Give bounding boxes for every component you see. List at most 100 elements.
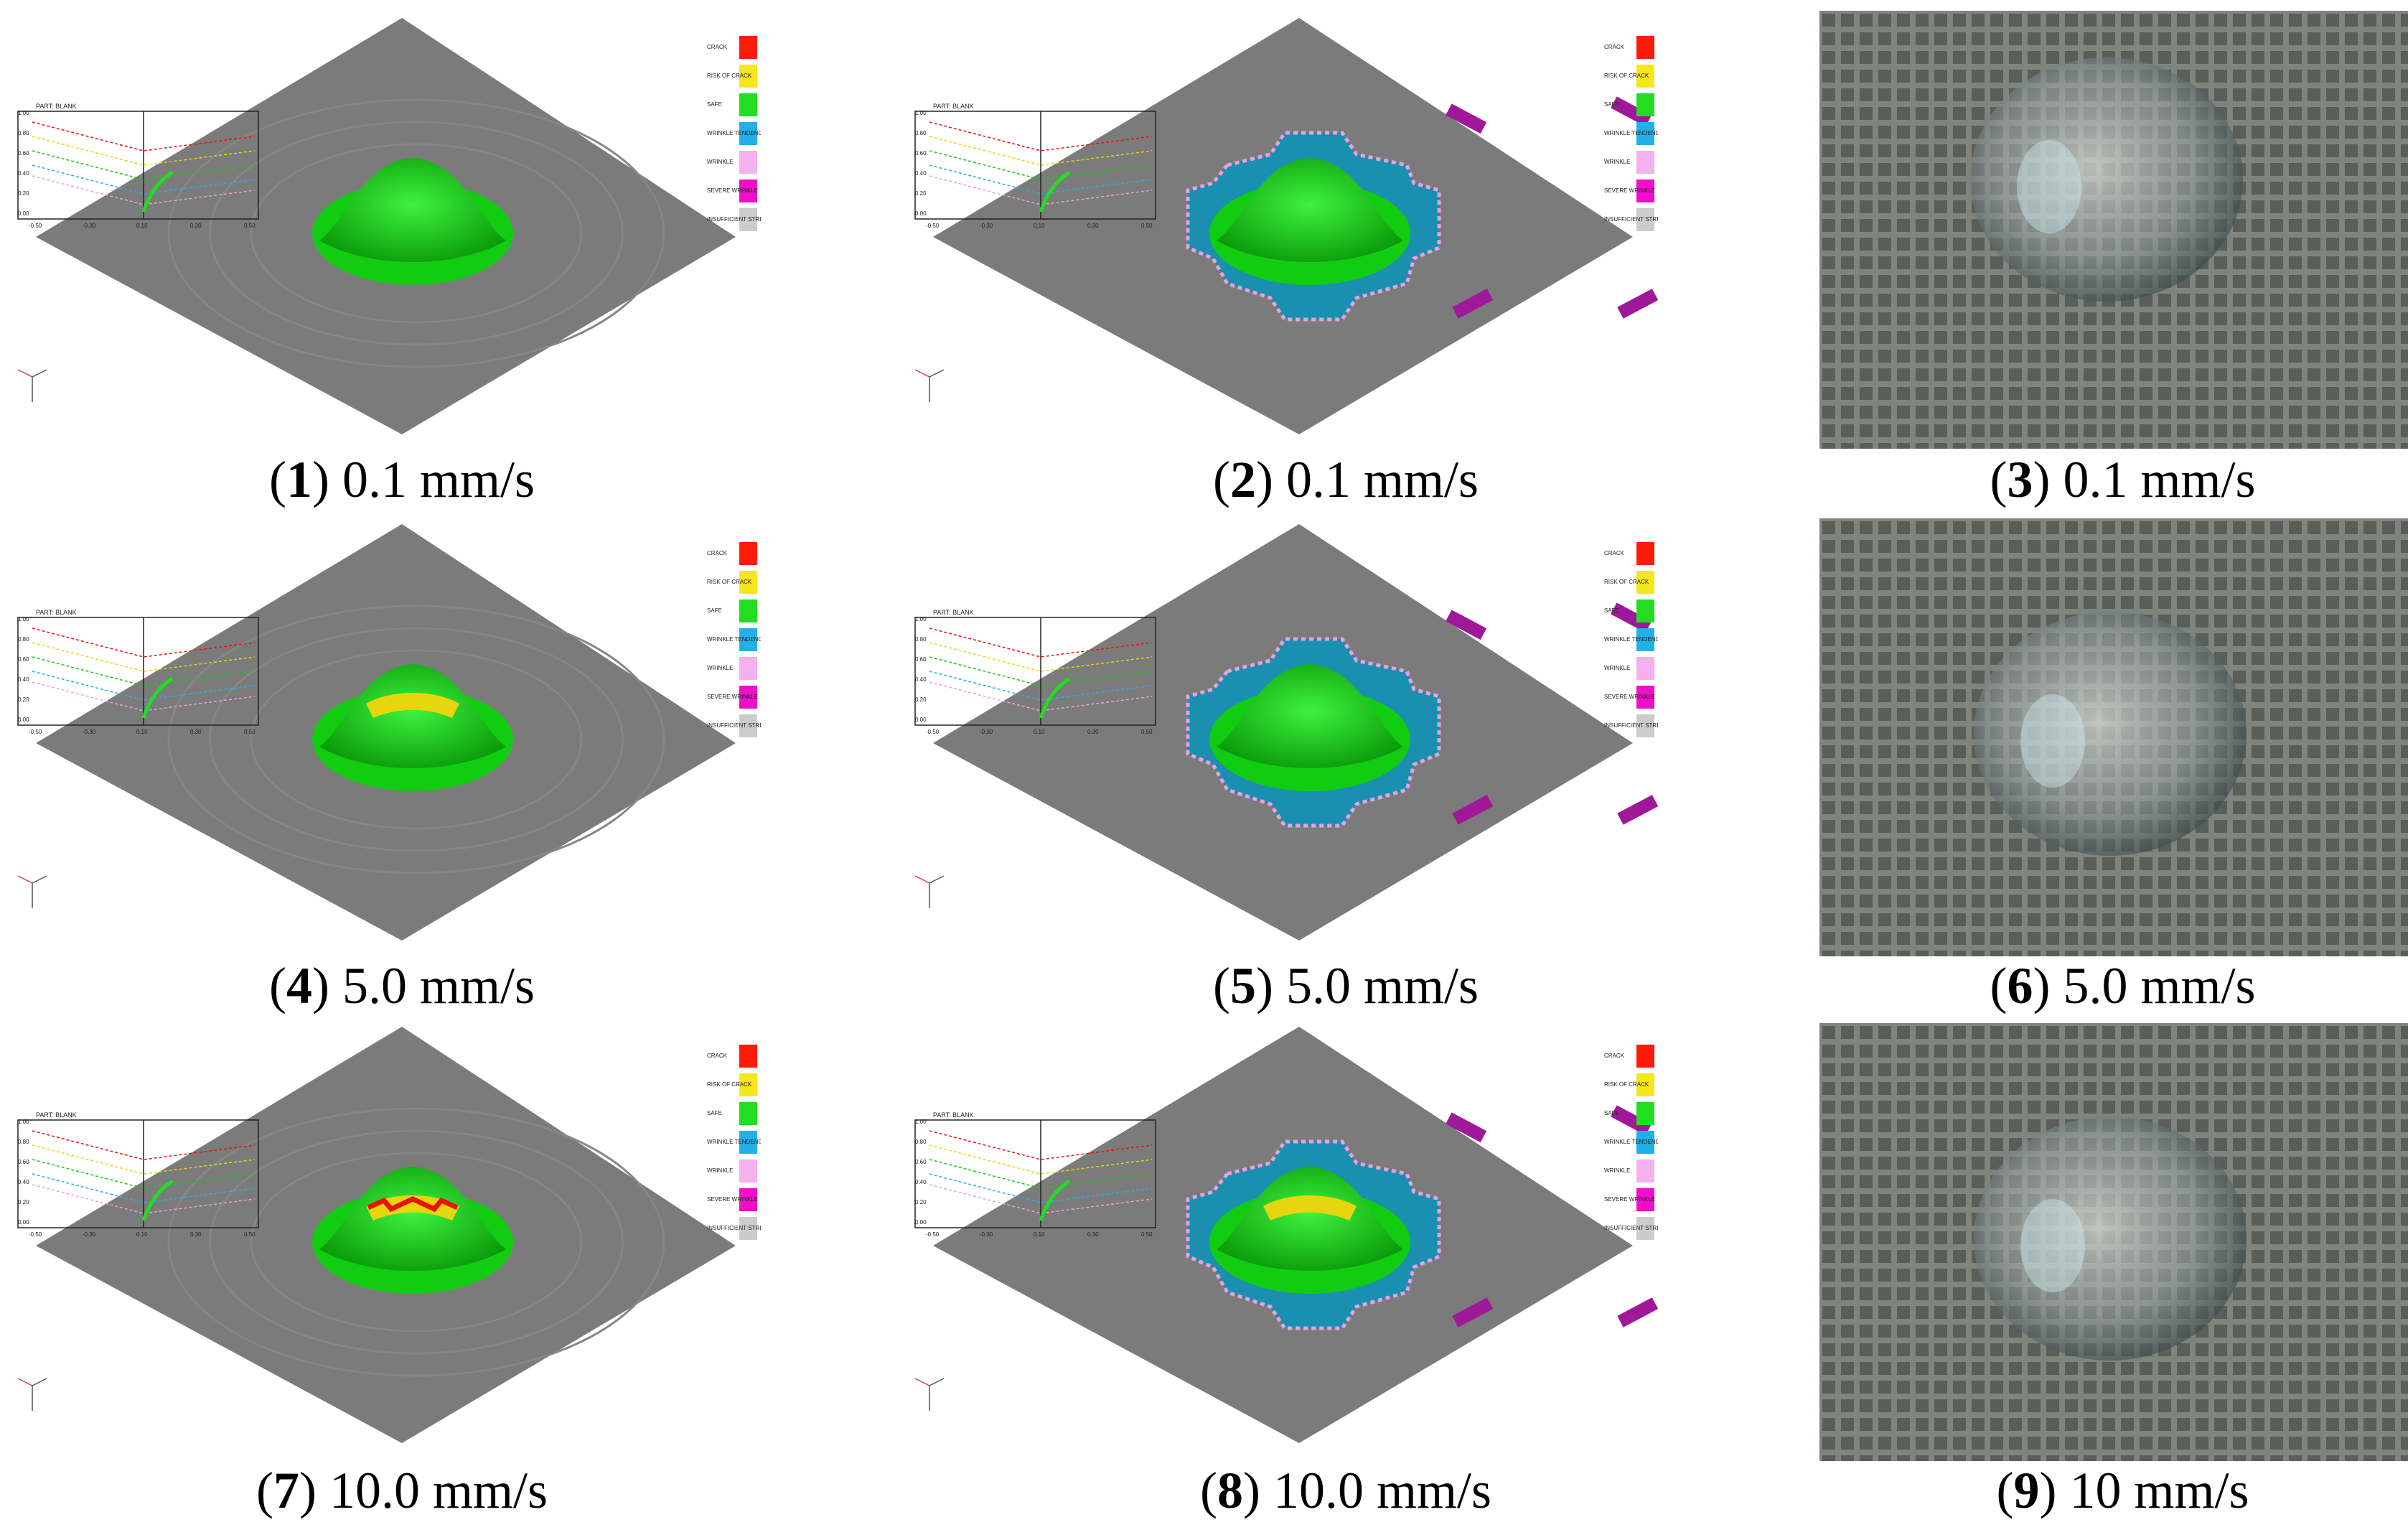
risk-of-crack-band	[1263, 1195, 1357, 1221]
legend-label: RISK OF CRACK	[1604, 579, 1649, 585]
legend-swatch	[1636, 151, 1654, 174]
severe-wrinkle-patch	[1446, 103, 1487, 134]
legend-swatch	[739, 542, 757, 565]
legend-swatch	[1636, 65, 1654, 88]
fld-y-tick: 1.00	[915, 110, 927, 116]
fld-title: PART: BLANK	[933, 1111, 974, 1119]
plate-ring	[167, 605, 665, 874]
fld-y-tick: 0.60	[18, 150, 29, 157]
legend-swatch	[1636, 208, 1654, 231]
legend-label: WRINKLE TENDENCY	[707, 130, 761, 136]
dome	[319, 1167, 506, 1271]
legend-label: SEVERE WRINKLE	[1604, 1196, 1655, 1203]
plate-ring	[250, 1152, 583, 1333]
fld-y-tick: 0.00	[915, 717, 927, 723]
fld-y-tick: 0.00	[915, 210, 927, 217]
fld-y-tick: 0.20	[915, 190, 927, 197]
legend-label: WRINKLE TENDENCY	[1604, 636, 1658, 643]
forming-simulation-1: PART: BLANK 1.00 0.80 0.60 0.40 0.20 0.00-0.50…	[17, 18, 775, 434]
legend-label: CRACK	[1604, 1053, 1625, 1059]
fld-x-tick: -0.30	[980, 223, 993, 229]
legend-swatch	[739, 1188, 757, 1211]
fld-title: PART: BLANK	[933, 103, 974, 110]
legend-label: WRINKLE	[1604, 159, 1630, 165]
axis-triad	[914, 369, 945, 402]
legend-swatch	[739, 1160, 757, 1182]
caption-1: (1) 0.1 mm/s	[269, 451, 535, 508]
legend-label: RISK OF CRACK	[707, 579, 752, 585]
legend-label: INSUFFICIENT STRETCH	[1604, 722, 1658, 729]
legend-label: INSUFFICIENT STRETCH	[707, 722, 761, 729]
legend-label: SAFE	[707, 101, 722, 108]
fld-strain-path	[141, 1179, 174, 1221]
photo-panel-6	[1819, 518, 2408, 956]
legend-label: RISK OF CRACK	[1604, 1081, 1649, 1088]
fld-x-tick: -0.30	[980, 729, 993, 735]
fld-y-tick: 0.40	[18, 170, 29, 177]
legend-label: RISK OF CRACK	[1604, 73, 1649, 79]
fld-inset	[17, 617, 259, 726]
simulation-panel-8: PART: BLANK 1.00 0.80 0.60 0.40 0.20 0.00 -0.50…	[912, 1020, 1672, 1450]
fld-inset	[914, 1119, 1156, 1228]
axis-triad	[914, 875, 945, 908]
legend-swatch	[739, 1073, 757, 1096]
axis-triad	[17, 369, 47, 402]
fld-x-tick: 0.10	[1034, 223, 1045, 229]
simulation-panel-1: PART: BLANK 1.00 0.80 0.60 0.40 0.20 0.00 -0.50…	[14, 11, 775, 442]
forming-simulation-8: PART: BLANK 1.00 0.80 0.60 0.40 0.20 0.00 -0.50…	[914, 1027, 1672, 1443]
caption-2: (2) 0.1 mm/s	[1213, 451, 1479, 508]
legend-label: WRINKLE TENDENCY	[1604, 130, 1658, 136]
fld-x-tick: 0.50	[244, 223, 256, 229]
risk-of-crack-band	[366, 1195, 459, 1221]
fld-y-tick: 0.60	[915, 150, 927, 157]
legend-swatch	[739, 1217, 757, 1240]
fld-y-tick: 0.60	[915, 1159, 927, 1165]
fld-inset	[17, 111, 259, 220]
caption-9: (9) 10 mm/s	[1996, 1462, 2249, 1519]
plate-ring	[209, 1129, 624, 1355]
dome-highlight	[2017, 140, 2081, 233]
legend-swatch	[739, 599, 757, 622]
legend-label: SEVERE WRINKLE	[707, 694, 758, 700]
fld-y-tick: 0.00	[18, 210, 29, 217]
plate-ring	[250, 649, 583, 830]
plate-ring	[209, 627, 624, 852]
simulation-panel-5: PART: BLANK 1.00 0.80 0.60 0.40 0.20 0.00 -0.50…	[912, 517, 1672, 948]
legend-label: SEVERE WRINKLE	[707, 187, 758, 194]
legend-label: CRACK	[1604, 550, 1625, 556]
dome-highlight	[2020, 694, 2085, 788]
axis-triad	[914, 1378, 945, 1411]
legend-label: SEVERE WRINKLE	[1604, 187, 1655, 194]
legend-label: WRINKLE	[707, 665, 733, 671]
caption-7: (7) 10.0 mm/s	[256, 1462, 548, 1519]
severe-wrinkle-patch	[1617, 795, 1659, 825]
axis-triad	[17, 1378, 47, 1411]
caption-5: (5) 5.0 mm/s	[1213, 957, 1479, 1014]
fld-y-tick: 0.20	[18, 1199, 29, 1205]
fld-x-tick: 0.30	[1087, 1231, 1099, 1238]
fld-x-tick: 0.30	[1087, 729, 1099, 735]
legend: CRACK RISK OF CRACK SAFE WRINKLE TENDENCY WR…	[1604, 542, 1672, 737]
severe-wrinkle-patch	[1611, 1105, 1652, 1136]
dome	[1217, 158, 1403, 262]
fld-x-tick: -0.50	[29, 729, 42, 735]
fld-y-tick: 0.60	[915, 656, 927, 663]
legend-swatch	[1636, 1073, 1654, 1096]
legend-swatch	[1636, 122, 1654, 145]
legend-swatch	[1636, 542, 1654, 565]
legend-label: CRACK	[1604, 44, 1625, 50]
severe-wrinkle-patch	[1617, 1297, 1659, 1328]
simulation-panel-2: PART: BLANK 1.00 0.80 0.60 0.40 0.20 0.00 -0.50…	[912, 11, 1672, 442]
legend-swatch	[1636, 657, 1654, 680]
fld-y-tick: 0.80	[915, 130, 927, 136]
fld-y-tick: 0.80	[915, 1139, 927, 1145]
fld-inset	[17, 1119, 259, 1228]
legend-swatch	[1636, 571, 1654, 594]
fld-title: PART: BLANK	[36, 103, 77, 110]
legend-label: WRINKLE TENDENCY	[1604, 1139, 1658, 1145]
fld-strain-path	[1039, 1179, 1071, 1221]
legend-swatch	[1636, 36, 1654, 59]
severe-wrinkle-patch	[1611, 96, 1652, 127]
fld-y-tick: 0.40	[915, 170, 927, 177]
fld-y-tick: 0.40	[915, 1179, 927, 1185]
